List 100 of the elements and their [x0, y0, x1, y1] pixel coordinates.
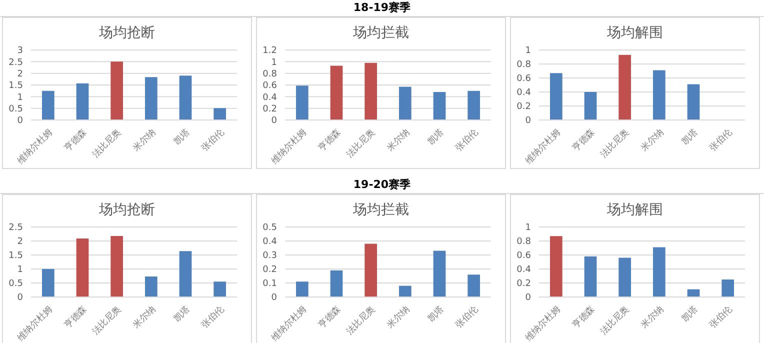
y-tick-label: 0.6 [262, 81, 278, 92]
bar [110, 62, 124, 120]
bar [652, 247, 666, 297]
x-tick-label: 亨德森 [570, 304, 598, 331]
x-tick-label: 维纳尔杜姆 [269, 126, 309, 166]
x-tick-label: 维纳尔杜姆 [523, 304, 563, 343]
bar [296, 282, 308, 297]
bar [584, 92, 597, 120]
y-tick-label: 1.5 [8, 81, 23, 92]
y-tick-label: 2.5 [8, 223, 23, 234]
y-tick-label: 0 [271, 116, 278, 126]
x-tick-label: 凯塔 [680, 126, 700, 148]
x-tick-label: 亨德森 [62, 304, 90, 331]
chart-subtitle: 18-19赛季 [353, 1, 411, 14]
chart-title: 场均拦截 [352, 24, 410, 43]
y-tick-label: 0.8 [516, 237, 532, 248]
x-tick-label: 法比尼奥 [598, 126, 632, 160]
x-tick-label: 米尔纳 [638, 304, 666, 331]
bar [618, 258, 632, 297]
chart-title: 场均解围 [606, 24, 664, 43]
bar [687, 84, 700, 120]
y-tick-label: 0.2 [262, 265, 277, 276]
bar [652, 70, 666, 120]
x-tick-label: 米尔纳 [384, 304, 412, 331]
y-tick-label: 0.6 [516, 74, 532, 84]
x-tick-label: 法比尼奥 [344, 304, 378, 338]
x-tick-label: 凯塔 [680, 304, 700, 324]
x-tick-label: 亨德森 [316, 126, 344, 154]
bar [398, 286, 412, 297]
bar [550, 73, 562, 120]
bar [433, 92, 446, 120]
x-tick-label: 张伯伦 [454, 304, 480, 331]
y-tick-label: 2 [17, 70, 23, 80]
x-tick-label: 维纳尔杜姆 [15, 126, 55, 166]
x-tick-label: 米尔纳 [130, 304, 158, 331]
x-tick-label: 张伯伦 [454, 126, 480, 154]
chart-title: 场均拦截 [352, 201, 410, 220]
x-tick-label: 张伯伦 [200, 304, 226, 331]
bar [398, 86, 412, 120]
y-tick-label: 0 [271, 293, 278, 304]
chart-title: 场均抢断 [98, 201, 156, 220]
chart-title: 场均抢断 [98, 24, 156, 43]
bar [179, 76, 192, 120]
y-tick-label: 0.8 [262, 70, 278, 80]
y-tick-label: 1.2 [262, 46, 277, 56]
x-tick-label: 张伯伦 [708, 126, 734, 154]
y-tick-label: 0 [17, 116, 24, 126]
bar [42, 90, 54, 120]
x-tick-label: 凯塔 [172, 304, 192, 324]
y-tick-label: 0 [17, 293, 24, 304]
y-tick-label: 0.1 [262, 279, 277, 290]
y-tick-label: 3 [17, 46, 23, 56]
bar [618, 54, 632, 120]
bar [144, 77, 158, 120]
y-tick-label: 0.4 [262, 237, 278, 248]
x-tick-label: 亨德森 [62, 126, 90, 154]
bar [722, 280, 734, 297]
y-tick-label: 1 [17, 265, 23, 276]
y-tick-label: 0 [525, 293, 532, 304]
y-tick-label: 1 [525, 46, 531, 56]
x-tick-label: 法比尼奥 [598, 304, 632, 338]
y-tick-label: 1 [525, 223, 531, 234]
bar [179, 251, 192, 297]
x-tick-label: 维纳尔杜姆 [269, 304, 309, 343]
x-tick-label: 张伯伦 [200, 126, 226, 154]
y-tick-label: 0 [525, 116, 532, 126]
bar [76, 238, 89, 297]
bar [76, 83, 89, 120]
x-tick-label: 米尔纳 [130, 126, 158, 154]
x-tick-label: 法比尼奥 [90, 304, 124, 338]
y-tick-label: 0.8 [516, 60, 532, 70]
x-tick-label: 维纳尔杜姆 [15, 304, 55, 343]
bar [42, 269, 54, 297]
bar [550, 236, 562, 297]
y-tick-label: 0.2 [516, 102, 531, 112]
bar [468, 90, 480, 120]
x-tick-label: 法比尼奥 [344, 126, 378, 160]
bar [330, 66, 343, 120]
bar [144, 276, 158, 297]
bar [214, 108, 226, 120]
y-tick-label: 0.4 [516, 88, 532, 98]
bar [214, 282, 226, 297]
y-tick-label: 0.5 [8, 279, 23, 290]
y-tick-label: 0.6 [516, 251, 532, 262]
y-tick-label: 2.5 [8, 58, 23, 68]
y-tick-label: 0.5 [262, 223, 277, 234]
x-tick-label: 亨德森 [570, 126, 598, 154]
bar [330, 270, 343, 297]
x-tick-label: 米尔纳 [384, 126, 412, 154]
y-tick-label: 0.2 [516, 279, 531, 290]
bar [584, 256, 597, 297]
x-tick-label: 凯塔 [172, 126, 192, 148]
y-tick-label: 0.5 [8, 104, 23, 115]
bar [364, 244, 378, 297]
y-tick-label: 0.4 [516, 265, 532, 276]
x-tick-label: 凯塔 [426, 304, 446, 324]
bar [468, 274, 480, 297]
y-tick-label: 0.2 [262, 104, 277, 115]
y-tick-label: 0.4 [262, 92, 278, 103]
bar [110, 236, 124, 297]
